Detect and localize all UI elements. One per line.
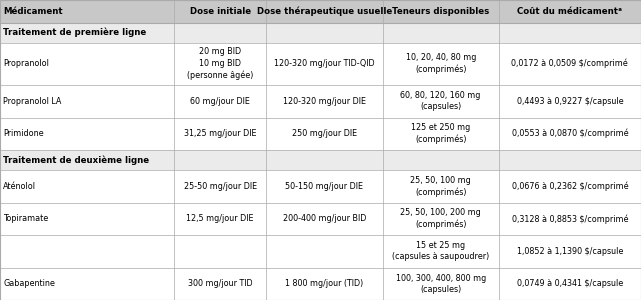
Text: Propranolol LA: Propranolol LA <box>3 97 62 106</box>
Text: 200-400 mg/jour BID: 200-400 mg/jour BID <box>283 214 366 223</box>
Text: Traitement de deuxième ligne: Traitement de deuxième ligne <box>3 155 149 165</box>
Text: 60, 80, 120, 160 mg
(capsules): 60, 80, 120, 160 mg (capsules) <box>401 91 481 112</box>
Text: 100, 300, 400, 800 mg
(capsules): 100, 300, 400, 800 mg (capsules) <box>395 274 486 294</box>
Text: 10, 20, 40, 80 mg
(comprimés): 10, 20, 40, 80 mg (comprimés) <box>406 53 476 74</box>
Text: 1 800 mg/jour (TID): 1 800 mg/jour (TID) <box>285 279 363 288</box>
Text: 0,0676 à 0,2362 $/comprimé: 0,0676 à 0,2362 $/comprimé <box>512 182 628 191</box>
Text: 20 mg BID
10 mg BID
(personne âgée): 20 mg BID 10 mg BID (personne âgée) <box>187 47 253 80</box>
Text: Gabapentine: Gabapentine <box>3 279 55 288</box>
Text: 25, 50, 100, 200 mg
(comprimés): 25, 50, 100, 200 mg (comprimés) <box>401 208 481 229</box>
Text: 60 mg/jour DIE: 60 mg/jour DIE <box>190 97 250 106</box>
Text: Coût du médicamentᵃ: Coût du médicamentᵃ <box>517 7 622 16</box>
Text: 120-320 mg/jour DIE: 120-320 mg/jour DIE <box>283 97 366 106</box>
Bar <box>0 268 641 300</box>
Text: 0,0172 à 0,0509 $/comprimé: 0,0172 à 0,0509 $/comprimé <box>512 59 628 68</box>
Text: 0,3128 à 0,8853 $/comprimé: 0,3128 à 0,8853 $/comprimé <box>512 214 628 224</box>
Text: Primidone: Primidone <box>3 129 44 138</box>
Text: 1,0852 à 1,1390 $/capsule: 1,0852 à 1,1390 $/capsule <box>517 247 623 256</box>
Text: 25-50 mg/jour DIE: 25-50 mg/jour DIE <box>183 182 257 191</box>
Text: 25, 50, 100 mg
(comprimés): 25, 50, 100 mg (comprimés) <box>410 176 471 197</box>
Text: 125 et 250 mg
(comprimés): 125 et 250 mg (comprimés) <box>411 123 470 144</box>
Text: Topiramate: Topiramate <box>3 214 48 223</box>
Text: 31,25 mg/jour DIE: 31,25 mg/jour DIE <box>184 129 256 138</box>
Text: 0,0749 à 0,4341 $/capsule: 0,0749 à 0,4341 $/capsule <box>517 279 623 288</box>
Bar <box>0 118 641 150</box>
Text: 300 mg/jour TID: 300 mg/jour TID <box>188 279 253 288</box>
Text: Médicament: Médicament <box>3 7 63 16</box>
Text: 50-150 mg/jour DIE: 50-150 mg/jour DIE <box>285 182 363 191</box>
Text: Teneurs disponibles: Teneurs disponibles <box>392 7 489 16</box>
Bar <box>0 150 641 170</box>
Bar <box>0 170 641 203</box>
Text: 0,4493 à 0,9227 $/capsule: 0,4493 à 0,9227 $/capsule <box>517 97 623 106</box>
Bar <box>0 235 641 268</box>
Bar <box>0 0 641 22</box>
Text: 15 et 25 mg
(capsules à saupoudrer): 15 et 25 mg (capsules à saupoudrer) <box>392 241 489 262</box>
Bar <box>0 202 641 235</box>
Text: 12,5 mg/jour DIE: 12,5 mg/jour DIE <box>187 214 254 223</box>
Text: 0,0553 à 0,0870 $/comprimé: 0,0553 à 0,0870 $/comprimé <box>512 129 628 139</box>
Text: Traitement de première ligne: Traitement de première ligne <box>3 28 146 37</box>
Text: Aténolol: Aténolol <box>3 182 36 191</box>
Text: Propranolol: Propranolol <box>3 59 49 68</box>
Text: 250 mg/jour DIE: 250 mg/jour DIE <box>292 129 357 138</box>
Text: 120-320 mg/jour TID-QID: 120-320 mg/jour TID-QID <box>274 59 374 68</box>
Bar <box>0 43 641 85</box>
Text: Dose thérapeutique usuelle: Dose thérapeutique usuelle <box>257 7 392 16</box>
Text: Dose initiale: Dose initiale <box>190 7 251 16</box>
Bar <box>0 22 641 43</box>
Bar <box>0 85 641 118</box>
